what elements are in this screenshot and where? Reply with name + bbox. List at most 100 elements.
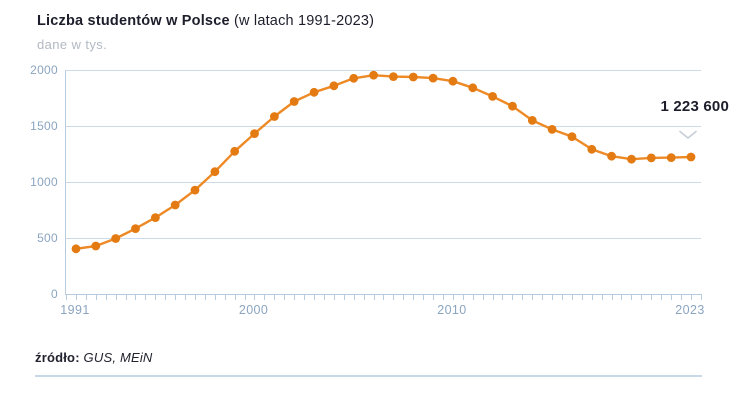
- gridline: [66, 125, 701, 127]
- x-axis-tick: [700, 294, 702, 300]
- data-point: [567, 132, 577, 141]
- source-line: źródło: GUS, MEiN: [35, 350, 153, 365]
- x-axis-tick: [631, 294, 633, 300]
- gridline: [66, 237, 701, 239]
- data-point: [329, 81, 339, 91]
- x-axis-tick: [571, 294, 573, 300]
- x-axis-tick: [492, 294, 494, 300]
- chart-title-suffix: (w latach 1991-2023): [229, 13, 375, 29]
- data-point: [508, 101, 517, 111]
- data-point: [91, 241, 101, 251]
- y-axis-tick-label: 500: [37, 231, 58, 245]
- y-axis-tick-label: 0: [51, 287, 58, 301]
- x-axis-tick: [254, 294, 256, 300]
- x-axis-tick: [185, 294, 187, 300]
- x-axis-tick: [591, 294, 593, 300]
- x-axis-tick: [244, 294, 246, 300]
- x-axis-tick: [95, 294, 97, 300]
- data-point: [527, 116, 537, 125]
- x-axis-tick-label: 2010: [437, 303, 467, 317]
- x-axis-tick-label: 1991: [60, 303, 90, 317]
- plot-area: [65, 70, 702, 300]
- x-axis-tick: [641, 294, 643, 300]
- x-axis-tick: [502, 294, 504, 300]
- data-point: [686, 152, 696, 162]
- gridline: [66, 70, 701, 71]
- data-point: [289, 97, 299, 106]
- x-axis-tick: [333, 294, 335, 300]
- x-axis-tick: [353, 294, 355, 300]
- chart-title-main: Liczba studentów w Polsce: [37, 13, 230, 29]
- x-axis-tick: [363, 294, 365, 300]
- x-axis-tick: [135, 294, 137, 300]
- x-axis-tick: [234, 294, 236, 300]
- x-axis-tick: [125, 294, 127, 300]
- data-point: [309, 87, 319, 97]
- x-axis-tick: [194, 294, 196, 300]
- x-axis-tick: [343, 294, 345, 300]
- endpoint-value-label: 1 223 600: [660, 98, 729, 115]
- chevron-down-icon: [679, 130, 697, 139]
- data-point: [131, 224, 140, 234]
- x-axis-tick: [671, 294, 673, 300]
- data-point: [587, 144, 597, 154]
- x-axis-tick: [561, 294, 563, 300]
- x-axis-tick: [66, 294, 67, 300]
- x-axis-tick: [423, 294, 425, 300]
- data-point: [250, 129, 259, 138]
- data-point: [627, 154, 636, 164]
- x-axis-tick-label: 2023: [675, 303, 705, 317]
- line-series: [71, 70, 696, 254]
- x-axis-tick: [75, 294, 77, 300]
- x-axis-tick: [581, 294, 583, 300]
- x-axis-tick-label: 2000: [238, 303, 269, 317]
- y-axis-tick-label: 1000: [30, 175, 58, 189]
- x-axis-tick: [452, 294, 454, 300]
- data-point: [389, 72, 398, 81]
- gridline: [66, 181, 701, 183]
- x-axis-tick: [472, 294, 474, 300]
- x-axis-tick: [304, 294, 306, 300]
- x-axis-tick: [403, 294, 405, 300]
- series-line: [74, 73, 693, 251]
- x-axis-tick: [155, 294, 157, 300]
- data-point: [646, 153, 656, 163]
- x-axis-tick: [383, 294, 385, 300]
- x-axis-tick: [105, 294, 107, 300]
- data-point: [607, 151, 616, 161]
- x-axis-tick: [294, 294, 296, 300]
- x-axis-tick: [85, 294, 87, 300]
- data-point: [151, 213, 160, 223]
- x-axis-tick: [542, 294, 544, 300]
- x-axis-tick: [115, 294, 117, 300]
- x-axis-tick: [373, 294, 375, 300]
- x-axis-tick: [264, 294, 266, 300]
- x-axis-tick: [482, 294, 484, 300]
- x-axis-tick: [204, 294, 206, 300]
- data-point: [666, 153, 676, 162]
- x-axis-tick: [611, 294, 613, 300]
- x-axis-tick: [165, 294, 167, 300]
- y-axis-tick-label: 1500: [30, 119, 58, 133]
- data-point: [369, 70, 378, 80]
- x-axis-tick: [433, 294, 435, 300]
- data-point: [349, 73, 359, 83]
- chart-subtitle: dane w tys.: [37, 37, 108, 52]
- x-axis-tick: [313, 294, 315, 300]
- y-axis-tick-label: 2000: [30, 63, 58, 77]
- data-point: [170, 200, 180, 210]
- x-axis-tick: [284, 294, 286, 300]
- data-point: [547, 125, 557, 134]
- x-axis-tick: [681, 294, 682, 300]
- x-axis-tick: [601, 294, 603, 300]
- data-point: [448, 76, 458, 86]
- x-axis-tick: [522, 294, 524, 300]
- x-axis-tick: [442, 294, 444, 300]
- x-axis-tick: [661, 294, 663, 300]
- x-axis-tick: [393, 294, 395, 300]
- x-axis-tick: [413, 294, 415, 300]
- x-axis-tick: [512, 294, 514, 300]
- x-axis-tick: [552, 294, 554, 300]
- data-point: [230, 146, 240, 156]
